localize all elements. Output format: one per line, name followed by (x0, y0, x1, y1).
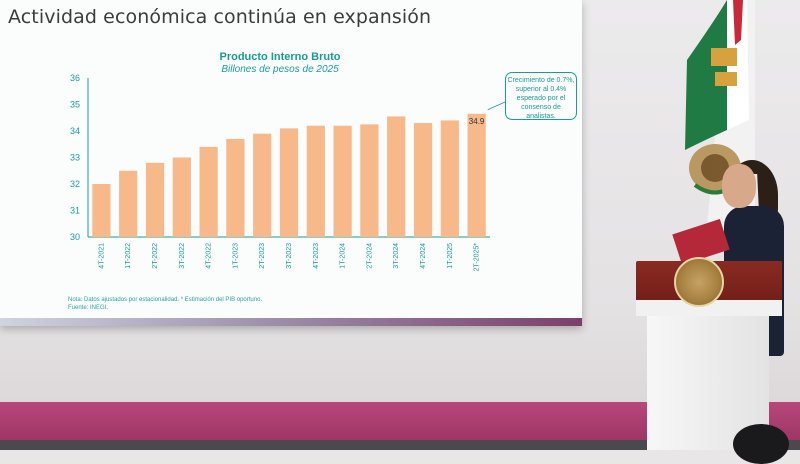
audience-head (733, 424, 789, 464)
x-tick-label: 3T-2022 (179, 243, 186, 269)
bar (172, 157, 191, 237)
y-tick-label: 33 (70, 153, 80, 163)
speaker-head (722, 164, 756, 208)
bar (226, 138, 245, 237)
growth-callout: Crecimiento de 0.7%, superior al 0.4% es… (505, 72, 577, 120)
bar (92, 184, 111, 237)
y-tick-label: 31 (70, 206, 80, 216)
bar (119, 170, 138, 237)
y-tick-label: 32 (70, 179, 80, 189)
x-tick-label: 2T-2025* (474, 243, 481, 272)
podium-ledge (636, 300, 782, 316)
data-label: 34.9 (469, 117, 485, 126)
x-tick-label: 1T-2023 (232, 243, 239, 269)
bar (145, 162, 165, 237)
y-tick-label: 36 (70, 73, 80, 83)
x-tick-label: 2T-2024 (366, 243, 373, 269)
x-tick-label: 4T-2022 (206, 243, 213, 269)
chart-title: Producto Interno Bruto (219, 51, 341, 63)
floor (0, 440, 800, 450)
x-tick-label: 2T-2023 (259, 243, 266, 269)
national-seal-icon (674, 257, 724, 307)
x-tick-label: 2T-2022 (152, 243, 159, 269)
callout-connector (487, 101, 506, 111)
screen-bottom-border (0, 318, 582, 326)
bar (199, 146, 218, 237)
bar (387, 116, 406, 237)
bar (333, 125, 352, 237)
x-tick-label: 1T-2022 (125, 243, 132, 269)
chart-source: Fuente: INEGI. (68, 305, 109, 311)
x-tick-label: 3T-2023 (286, 243, 293, 269)
gdp-bar-chart: 30 31 32 33 34 35 36 4T-2021 1T-2022 2T-2022 3T-20… (70, 73, 506, 272)
x-tick-label: 4T-2024 (420, 243, 427, 269)
y-tick-label: 30 (70, 232, 80, 242)
bar (440, 120, 459, 237)
bar (413, 123, 433, 237)
bar (360, 124, 379, 237)
y-tick-label: 35 (70, 100, 80, 110)
bar (467, 113, 486, 237)
y-tick-label: 34 (70, 126, 80, 136)
chart-note: Nota: Datos ajustados por estacionalidad… (68, 297, 263, 303)
slide-title: Actividad económica continúa en expansió… (8, 6, 432, 28)
x-tick-label: 4T-2023 (313, 243, 320, 269)
x-tick-label: 1T-2024 (340, 243, 347, 269)
x-tick-label: 1T-2025 (447, 243, 454, 269)
chart-subtitle: Billones de pesos de 2025 (221, 64, 339, 75)
bar (253, 133, 272, 237)
bar (306, 125, 325, 237)
bar (279, 128, 299, 237)
x-tick-label: 4T-2021 (98, 243, 105, 269)
presentation-screen: Actividad económica continúa en expansió… (0, 0, 582, 326)
x-tick-label: 3T-2024 (393, 243, 400, 269)
